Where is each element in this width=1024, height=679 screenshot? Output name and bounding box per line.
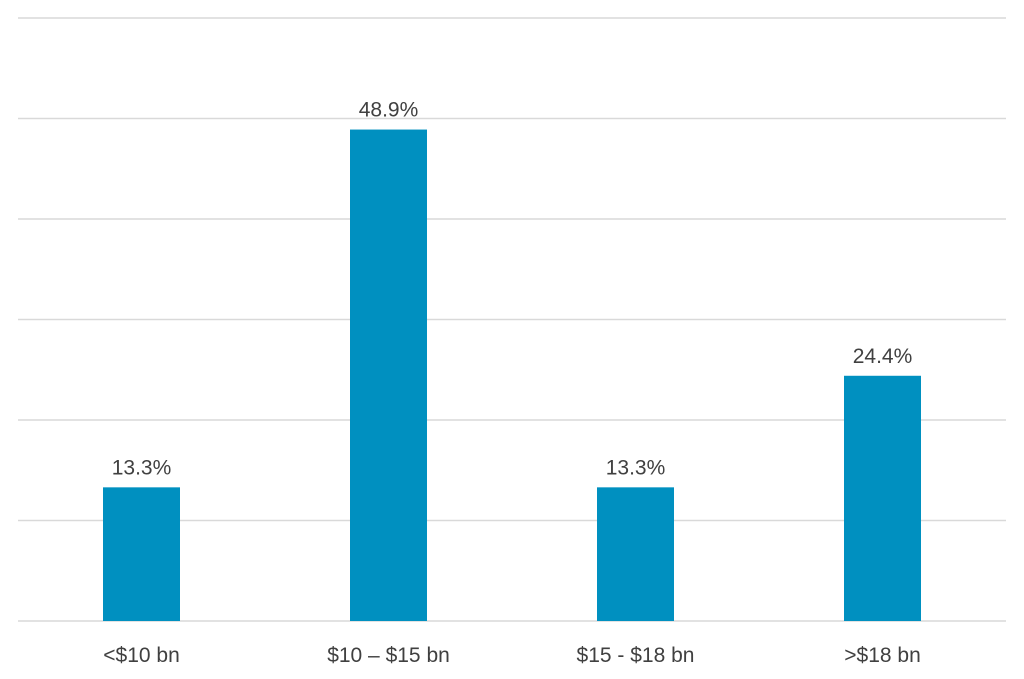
gridlines	[18, 17, 1006, 622]
bar	[350, 129, 427, 621]
x-axis-tick-labels: <$10 bn $10 – $15 bn $15 - $18 bn >$18 bn	[103, 644, 921, 667]
x-tick-label: >$18 bn	[844, 644, 921, 667]
data-label: 48.9%	[359, 99, 419, 122]
bar	[103, 487, 180, 621]
data-label: 13.3%	[606, 456, 666, 479]
bars	[103, 129, 921, 621]
x-tick-label: <$10 bn	[103, 644, 180, 667]
x-tick-label: $10 – $15 bn	[327, 644, 450, 667]
bar	[844, 375, 921, 621]
bar	[597, 487, 674, 621]
data-label: 13.3%	[112, 456, 172, 479]
data-label: 24.4%	[853, 345, 913, 368]
x-tick-label: $15 - $18 bn	[577, 644, 695, 667]
data-labels: 13.3% 48.9% 13.3% 24.4%	[112, 99, 913, 480]
